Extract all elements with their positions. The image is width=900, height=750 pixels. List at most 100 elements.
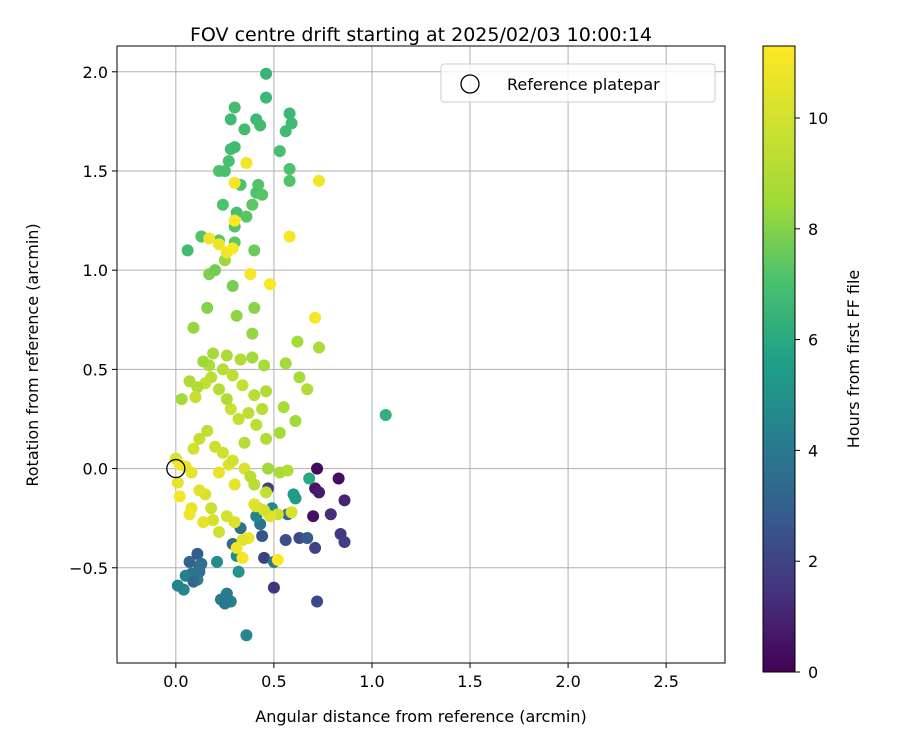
colorbar-tick-label: 2 [808,552,818,571]
scatter-point [291,335,304,348]
scatter-point [309,311,322,324]
scatter-point [273,145,286,158]
scatter-point [273,426,286,439]
y-tick-label: 1.0 [83,261,108,280]
scatter-point [289,492,302,505]
scatter-point [248,389,261,402]
scatter-point [218,597,231,610]
scatter-point [260,432,273,445]
x-tick-label: 2.0 [555,672,580,691]
colorbar-tick-label: 8 [808,220,818,239]
scatter-point [228,141,241,154]
scatter-point [324,508,337,521]
scatter-point [216,198,229,211]
scatter-point [212,526,225,539]
scatter-point [209,264,222,277]
scatter-point [236,551,249,564]
scatter-point [226,280,239,293]
scatter-point [232,565,245,578]
scatter-point [240,629,253,642]
scatter-point [183,375,196,388]
scatter-point [234,353,247,366]
y-tick-label: 0.5 [83,360,108,379]
scatter-point [258,551,271,564]
scatter-point [279,533,292,546]
scatter-point [289,414,302,427]
scatter-point [228,214,241,227]
colorbar-tick-label: 10 [808,109,828,128]
scatter-point [222,155,235,168]
scatter-point [307,510,320,523]
scatter-point [313,486,326,499]
x-tick-label: 0.5 [261,672,286,691]
scatter-point [283,230,296,243]
scatter-point [216,363,229,376]
scatter-point [193,484,206,497]
scatter-point [175,393,188,406]
legend-box [440,63,716,103]
x-tick-label: 0.0 [163,672,188,691]
scatter-point [171,579,184,592]
scatter-point [260,486,273,499]
colorbar-ticks: 0 2 4 6 8 10 [795,109,828,682]
scatter-point [185,466,198,479]
scatter-point [250,418,263,431]
scatter-point [293,371,306,384]
scatter-point [256,530,269,543]
x-tick-label: 2.5 [653,672,678,691]
legend-marker-icon [460,74,480,94]
scatter-point [256,188,269,201]
y-tick-label: 2.0 [83,63,108,82]
x-axis-label: Angular distance from reference (arcmin) [255,707,586,726]
scatter-point [181,244,194,257]
scatter-point [311,595,324,608]
scatter-point [254,119,267,132]
scatter-point [244,268,257,281]
scatter-point [240,210,253,223]
legend[interactable]: Reference platepar [440,63,716,103]
scatter-point [285,506,298,519]
scatter-point [207,514,220,527]
scatter-point [187,575,200,588]
scatter-point [205,502,218,515]
scatter-point [267,581,280,594]
scatter-point [244,470,257,483]
scatter-point [183,555,196,568]
scatter-point [238,436,251,449]
scatter-point [228,176,241,189]
scatter-point [283,107,296,120]
y-tick-label: 0.0 [83,460,108,479]
y-axis-label: Rotation from reference (arcmin) [23,223,42,486]
scatter-point [283,174,296,187]
scatter-point [283,163,296,176]
scatter-point [260,91,273,104]
scatter-point [220,510,233,523]
scatter-point [191,547,204,560]
scatter-point [193,565,206,578]
scatter-point [238,123,251,136]
scatter-point [303,472,316,485]
x-tick-label: 1.5 [457,672,482,691]
scatter-point [248,244,261,257]
scatter-point [226,454,239,467]
scatter-point [263,278,276,291]
scatter-point [212,383,225,396]
scatter-point [262,462,275,475]
scatter-point [197,355,210,368]
scatter-point [197,516,210,529]
scatter-point [271,553,284,566]
scatter-point [309,541,322,554]
scatter-point [250,500,263,513]
scatter-point [193,432,206,445]
legend-entry-label: Reference platepar [507,75,660,94]
colorbar-label: Hours from first FF file [844,270,863,449]
colorbar-tick-label: 4 [808,441,818,460]
scatter-point [313,174,326,187]
x-axis-ticks: 0.0 0.5 1.0 1.5 2.0 2.5 [163,663,679,691]
scatter-point [301,532,314,545]
scatter-point [189,391,202,404]
plot-frame [116,45,726,664]
scatter-point [228,101,241,114]
x-tick-label: 1.0 [359,672,384,691]
scatter-point [246,351,259,364]
